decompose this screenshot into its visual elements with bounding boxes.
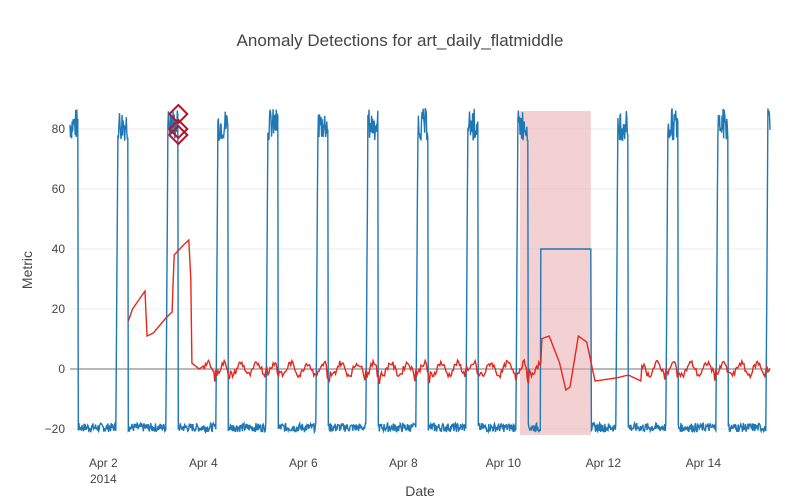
x-tick-label: Apr 2: [89, 456, 118, 470]
highlight-region: [520, 111, 591, 435]
y-tick-label: 0: [58, 362, 65, 376]
metric-series-line: [69, 108, 771, 435]
highlight-regions: [520, 111, 591, 435]
y-tick-label: 40: [52, 242, 66, 256]
x-tick-label: Apr 14: [686, 456, 722, 470]
x-axis-title: Date: [405, 483, 435, 499]
y-axis-ticks: −20 0 20 40 60 80: [45, 122, 66, 436]
y-tick-label: 20: [52, 302, 66, 316]
gridlines: [70, 128, 770, 430]
y-tick-label: 60: [52, 182, 66, 196]
chart-title: Anomaly Detections for art_daily_flatmid…: [237, 31, 564, 50]
y-axis-title: Metric: [19, 251, 35, 289]
anomaly-marker: [167, 124, 189, 146]
x-axis-ticks: Apr 2 2014 Apr 4 Apr 6 Apr 8 Apr 10 Apr 12 Apr …: [89, 456, 721, 486]
x-tick-label: Apr 12: [586, 456, 622, 470]
residual-series-line: [127, 238, 771, 392]
x-tick-label: Apr 6: [289, 456, 318, 470]
x-tick-label: Apr 8: [389, 456, 418, 470]
series-lines: [69, 108, 771, 435]
anomaly-markers: [167, 103, 189, 146]
y-tick-label: 80: [52, 122, 66, 136]
x-tick-label: Apr 4: [189, 456, 218, 470]
anomaly-marker: [167, 118, 189, 140]
y-tick-label: −20: [45, 422, 66, 436]
x-tick-label: Apr 10: [486, 456, 522, 470]
x-tick-sublabel: 2014: [90, 472, 117, 486]
anomaly-marker: [167, 103, 189, 125]
